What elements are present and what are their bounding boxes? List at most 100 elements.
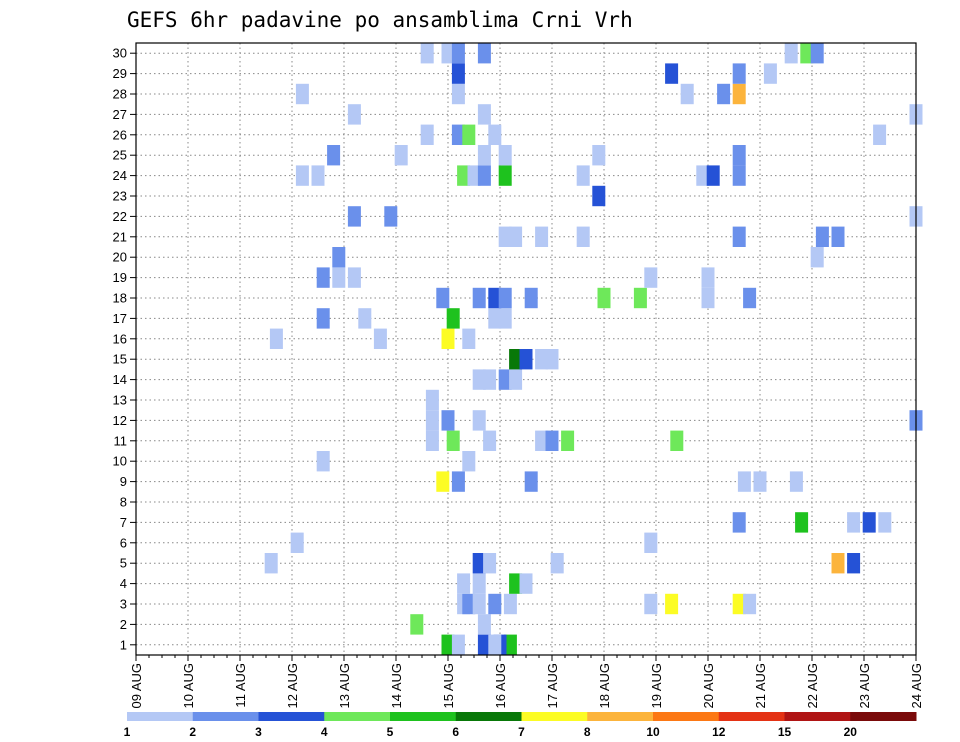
x-tick-label: 22 AUG: [805, 663, 820, 709]
x-tick-label: 23 AUG: [857, 663, 872, 709]
y-axis-ticks: 1234567891011121314151617181920212223242…: [113, 46, 136, 652]
heatmap-cell: [732, 63, 746, 84]
heatmap-cell: [477, 614, 491, 635]
x-axis-ticks: 09 AUG 10 AUG 11 AUG 12 AUG 13 AUG 14 AUG 15 A…: [129, 655, 924, 709]
heatmap-cell: [441, 328, 455, 349]
heatmap-cell: [269, 328, 283, 349]
y-tick-label: 3: [120, 597, 127, 612]
heatmap-cell: [732, 165, 746, 186]
colorbar-label: 20: [844, 725, 858, 739]
heatmap-cell: [264, 553, 278, 574]
heatmap-cell: [477, 104, 491, 125]
heatmap-cell: [498, 287, 512, 309]
heatmap-cell: [477, 165, 491, 186]
colorbar-swatch: [127, 712, 194, 721]
heatmap-cell: [451, 471, 465, 492]
heatmap-cell: [561, 430, 575, 451]
heatmap-cell: [420, 43, 434, 64]
heatmap-cell: [670, 430, 684, 451]
heatmap-cell: [316, 267, 330, 288]
heatmap-cell: [457, 165, 471, 186]
heatmap-cell: [743, 593, 757, 615]
y-tick-label: 22: [113, 209, 127, 224]
heatmap-cell: [535, 349, 549, 370]
x-tick-label: 18 AUG: [597, 663, 612, 709]
heatmap-cell: [800, 43, 814, 64]
heatmap-cell: [633, 287, 647, 309]
colorbar-label: 5: [387, 725, 394, 739]
heatmap-cell: [472, 287, 486, 309]
heatmap-cell: [394, 145, 408, 166]
y-tick-label: 6: [120, 535, 127, 550]
y-tick-label: 10: [113, 454, 127, 469]
heatmap-cell: [732, 593, 746, 615]
heatmap-cell: [451, 43, 465, 64]
colorbar-swatch: [258, 712, 325, 721]
heatmap-cell: [878, 512, 892, 533]
heatmap-cell: [451, 63, 465, 84]
heatmap-cell: [550, 553, 564, 574]
colorbar-label: 10: [646, 725, 660, 739]
colorbar-swatch: [192, 712, 259, 721]
colorbar-label: 8: [584, 725, 591, 739]
colorbar-label: 15: [778, 725, 792, 739]
heatmap-cell: [732, 83, 746, 105]
heatmap-cell: [743, 287, 757, 309]
heatmap-cell: [316, 451, 330, 472]
heatmap-cell: [498, 369, 512, 390]
heatmap-cell: [451, 83, 465, 105]
heatmap-cell: [488, 124, 502, 145]
heatmap-cell: [332, 267, 346, 288]
heatmap-cell: [503, 634, 517, 655]
heatmap-cell: [483, 553, 497, 574]
y-tick-label: 27: [113, 107, 127, 122]
colorbar-label: 7: [518, 725, 525, 739]
heatmap-cell: [290, 532, 304, 553]
heatmap-cell: [295, 165, 309, 186]
chart-title: GEFS 6hr padavine po ansamblima Crni Vrh: [127, 8, 633, 32]
y-tick-label: 16: [113, 331, 127, 346]
colorbar-label: 1: [124, 725, 131, 739]
y-tick-label: 24: [113, 168, 127, 183]
y-tick-label: 23: [113, 189, 127, 204]
colorbar-swatch: [850, 712, 917, 721]
heatmap-cell: [488, 287, 502, 309]
colorbar-swatch: [390, 712, 457, 721]
colorbar-swatch: [521, 712, 588, 721]
heatmap-cell: [332, 247, 346, 268]
y-tick-label: 14: [113, 372, 127, 387]
heatmap-cell: [519, 349, 533, 370]
y-tick-label: 21: [113, 229, 127, 244]
y-tick-label: 4: [120, 576, 127, 591]
heatmap-cell: [509, 369, 523, 390]
heatmap-cell: [784, 43, 798, 64]
colorbar-label: 6: [452, 725, 459, 739]
heatmap-cell: [457, 573, 471, 594]
heatmap-cell: [441, 410, 455, 431]
heatmap-cells: [264, 43, 923, 655]
heatmap-cell: [509, 349, 523, 370]
heatmap-cell: [347, 104, 361, 125]
heatmap-cell: [597, 287, 611, 309]
heatmap-cell: [472, 553, 486, 574]
heatmap-cell: [441, 634, 455, 655]
heatmap-cell: [701, 287, 715, 309]
heatmap-cell: [347, 267, 361, 288]
heatmap-cell: [831, 553, 845, 574]
heatmap-cell: [696, 165, 710, 186]
heatmap-cell: [498, 226, 512, 247]
heatmap-cell: [483, 369, 497, 390]
heatmap-cell: [488, 593, 502, 615]
heatmap-cell: [446, 308, 460, 329]
colorbar-swatch: [587, 712, 654, 721]
heatmap-cell: [644, 593, 658, 615]
heatmap-cell: [472, 369, 486, 390]
heatmap-cell: [732, 512, 746, 533]
heatmap-cell: [436, 471, 450, 492]
x-tick-label: 11 AUG: [233, 663, 248, 708]
heatmap-cell: [477, 634, 491, 655]
heatmap-cell: [732, 145, 746, 166]
y-tick-label: 28: [113, 87, 127, 102]
heatmap-cell: [425, 389, 439, 411]
heatmap-cell: [732, 226, 746, 247]
